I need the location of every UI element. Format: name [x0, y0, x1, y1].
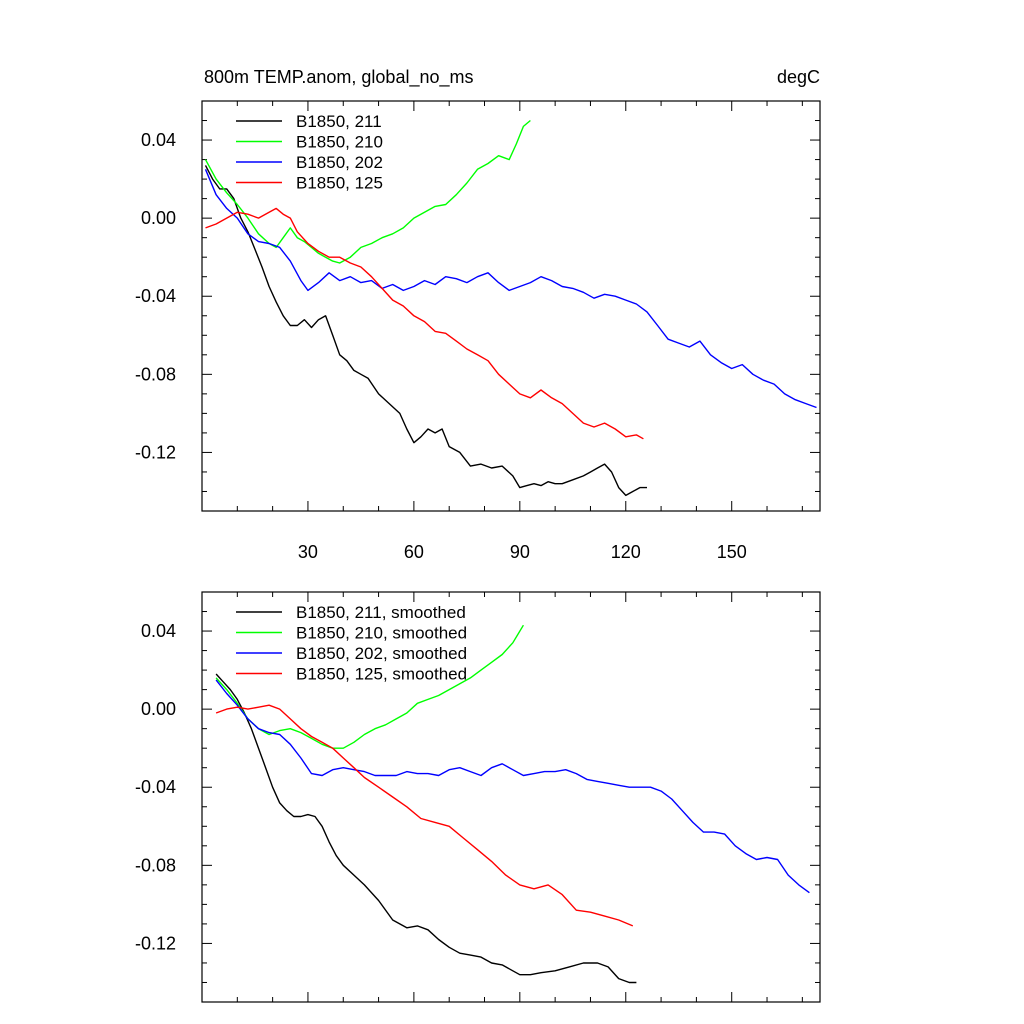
series-line: [204, 165, 647, 497]
y-tick-label: 0.00: [141, 699, 176, 719]
x-tick-label: 120: [611, 542, 641, 562]
x-tick-label: 60: [404, 542, 424, 562]
legend-label: B1850, 202, smoothed: [296, 644, 467, 663]
units-label: degC: [777, 67, 820, 87]
y-tick-label: -0.08: [135, 855, 176, 875]
chart-title: 800m TEMP.anom, global_no_ms: [204, 67, 474, 88]
series-line: [205, 207, 644, 440]
bottom-panel: 0.04 0.00 -0.04 -0.08 -0.12 B1850, 211, smoot…: [135, 591, 821, 1003]
legend-label: B1850, 210, smoothed: [296, 624, 467, 643]
x-tick-label: 30: [298, 542, 318, 562]
legend-label: B1850, 125: [296, 174, 383, 193]
legend-label: B1850, 210: [296, 133, 383, 152]
y-tick-label: -0.04: [135, 286, 176, 306]
plot-frame: [201, 591, 821, 1003]
top-panel: 30 60 90 120 150 0.04 0.00 -0.04 -0.08 -0.12 B1850…: [135, 100, 821, 562]
series-line: [204, 119, 531, 264]
y-tick-label: 0.00: [141, 208, 176, 228]
y-tick-label: -0.04: [135, 777, 176, 797]
legend-label: B1850, 125, smoothed: [296, 665, 467, 684]
x-tick-label: 90: [510, 542, 530, 562]
series-line: [204, 169, 817, 409]
series-line: [215, 679, 810, 894]
series-line: [215, 673, 637, 984]
y-tick-label: -0.12: [135, 933, 176, 953]
x-tick-label: 150: [717, 542, 747, 562]
y-tick-label: -0.08: [135, 364, 176, 384]
legend-label: B1850, 211: [296, 112, 382, 131]
series-line: [215, 704, 634, 927]
y-tick-label: 0.04: [141, 621, 176, 641]
y-tick-label: 0.04: [141, 130, 176, 150]
y-tick-label: -0.12: [135, 442, 176, 462]
legend-label: B1850, 202: [296, 153, 383, 172]
plot-frame: [201, 100, 821, 512]
series-line: [215, 624, 524, 749]
legend-label: B1850, 211, smoothed: [296, 603, 466, 622]
